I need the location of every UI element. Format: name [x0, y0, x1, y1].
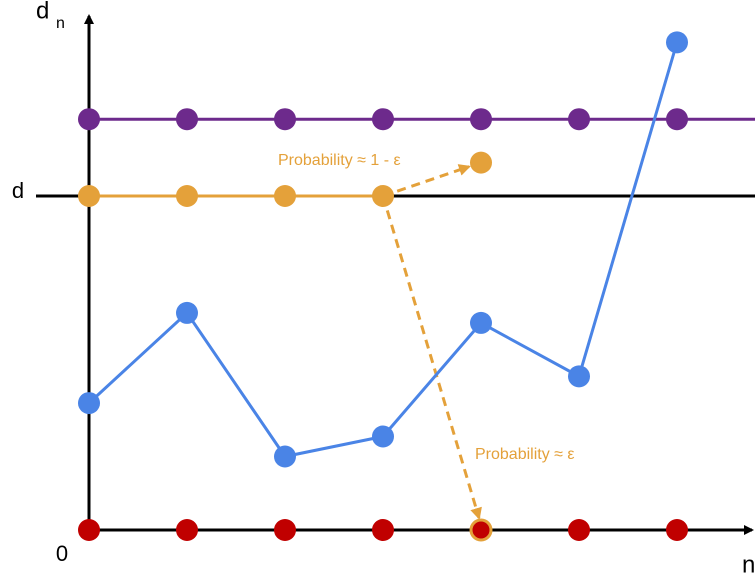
point [78, 185, 100, 208]
point [568, 519, 590, 541]
point [176, 519, 198, 541]
series-line [87, 41, 679, 459]
point [176, 185, 198, 208]
point [176, 108, 198, 131]
y-tick-label: d [12, 178, 24, 203]
point [274, 445, 296, 468]
annotation: Probability ≈ 1 - ε [278, 152, 401, 169]
point [176, 301, 198, 324]
point [78, 108, 100, 131]
point [666, 108, 688, 131]
point [372, 425, 394, 448]
point [568, 365, 590, 388]
point [470, 151, 492, 174]
point [666, 519, 688, 541]
x-axis-label: n [742, 551, 755, 578]
point [274, 519, 296, 541]
point [470, 108, 492, 131]
transition-arrow [381, 195, 482, 520]
annotation: Probability ≈ ε [475, 446, 575, 463]
y-axis-label: d [36, 0, 49, 24]
point [78, 519, 100, 541]
point [372, 108, 394, 131]
point [568, 108, 590, 131]
point [470, 311, 492, 334]
y-tick-label: 0 [56, 541, 68, 566]
point-highlight [469, 518, 493, 542]
point [666, 31, 688, 54]
point [470, 519, 492, 541]
point [372, 519, 394, 541]
y-axis-label-subscript: n [56, 15, 65, 32]
point [274, 185, 296, 208]
point [372, 185, 394, 208]
transition-arrow [382, 164, 471, 198]
point [274, 108, 296, 131]
point [78, 392, 100, 415]
